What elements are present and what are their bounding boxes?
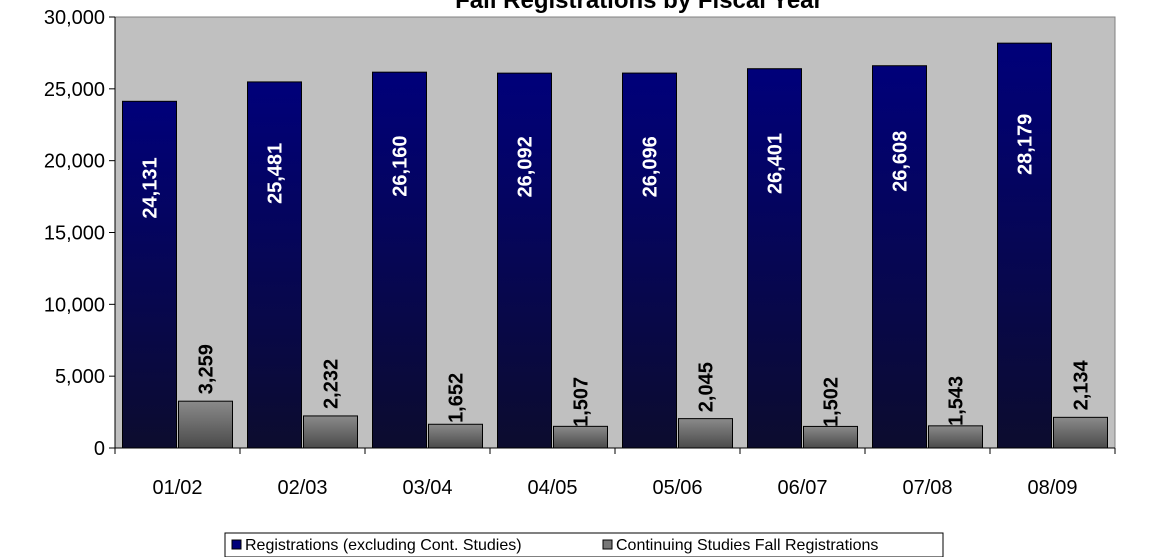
data-label-series-2: 2,134 [1071, 359, 1093, 410]
x-tick-label: 03/04 [402, 477, 452, 499]
y-tick-label: 10,000 [44, 294, 105, 316]
legend-label-series-2: Continuing Studies Fall Registrations [616, 537, 878, 554]
x-tick-label: 08/09 [1027, 477, 1077, 499]
x-tick-label: 07/08 [902, 477, 952, 499]
data-label-series-1: 26,160 [390, 136, 412, 197]
y-tick-label: 15,000 [44, 223, 105, 245]
axes: 0 5,000 10,000 15,000 20,000 25,000 30,000 01/0… [44, 7, 1116, 499]
bar-series-2 [803, 425, 858, 449]
bar-series-1 [622, 72, 677, 449]
legend-swatch-series-2 [602, 539, 613, 550]
bar-series-2 [1053, 416, 1108, 449]
legend-swatch-series-1 [231, 539, 242, 550]
bar-series-1 [747, 68, 802, 449]
y-tick-label: 20,000 [44, 151, 105, 173]
bar-series-2 [428, 423, 483, 449]
legend-label-series-1: Registrations (excluding Cont. Studies) [245, 537, 522, 554]
data-labels: 24,131 25,481 26,160 26,092 26,096 26,401 26,6… [140, 114, 1093, 427]
y-tick-label: 25,000 [44, 79, 105, 101]
bar-series-1 [872, 65, 927, 449]
data-label-series-1: 26,092 [515, 136, 537, 197]
bar-series-2 [928, 425, 983, 449]
bar-series-2 [303, 415, 358, 449]
bar-series-1 [997, 42, 1052, 449]
x-tick-label: 02/03 [277, 477, 327, 499]
data-label-series-1: 25,481 [265, 143, 287, 204]
y-tick-label: 30,000 [44, 7, 105, 29]
bar-series-1 [372, 71, 427, 449]
data-label-series-2: 1,543 [946, 376, 968, 426]
data-label-series-2: 1,507 [571, 377, 593, 427]
legend-box [224, 532, 944, 557]
data-label-series-2: 1,652 [446, 373, 468, 423]
bar-series-1 [122, 100, 177, 449]
y-tick-label: 5,000 [55, 366, 105, 388]
data-label-series-2: 2,232 [321, 359, 343, 409]
data-label-series-1: 24,131 [140, 157, 162, 218]
data-label-series-1: 26,096 [640, 136, 662, 197]
bar-series-2 [553, 425, 608, 449]
bar-series-2 [178, 400, 233, 449]
x-tick-label: 01/02 [152, 477, 202, 499]
data-label-series-2: 3,259 [196, 344, 218, 394]
data-label-series-1: 26,608 [890, 131, 912, 192]
data-label-series-2: 1,502 [821, 377, 843, 427]
bar-series-1 [497, 72, 552, 449]
legend: Registrations (excluding Cont. Studies) … [224, 532, 944, 557]
bars [122, 42, 1108, 449]
x-tick-label: 05/06 [652, 477, 702, 499]
bar-series-1 [247, 81, 302, 449]
y-tick-label: 0 [94, 438, 105, 460]
x-tick-label: 04/05 [527, 477, 577, 499]
data-label-series-1: 28,179 [1015, 114, 1037, 175]
data-label-series-1: 26,401 [765, 133, 787, 194]
data-label-series-2: 2,045 [696, 362, 718, 412]
bar-series-2 [678, 418, 733, 449]
chart-title: Fall Registrations by Fiscal Year [455, 0, 823, 14]
x-tick-label: 06/07 [777, 477, 827, 499]
